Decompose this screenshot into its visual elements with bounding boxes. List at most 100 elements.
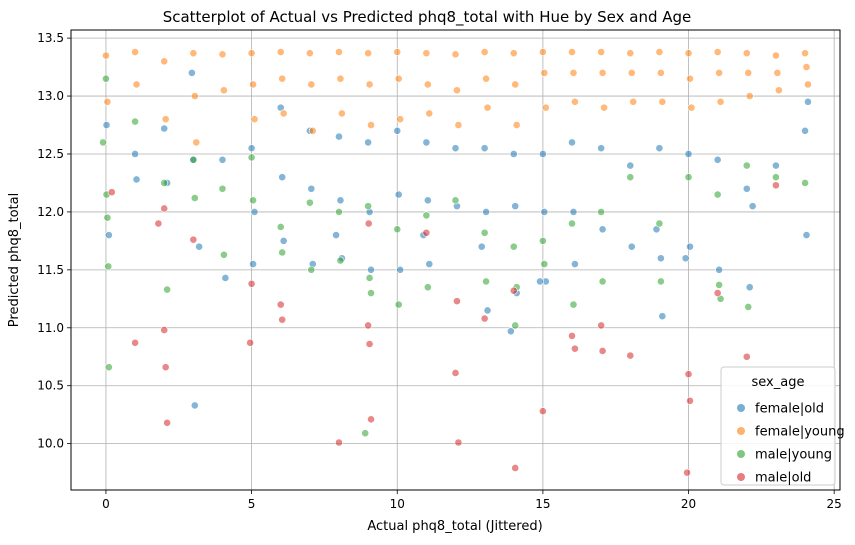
data-point	[627, 242, 636, 251]
data-point	[451, 196, 460, 205]
data-point	[249, 260, 257, 268]
data-point	[626, 173, 635, 182]
data-point	[568, 331, 576, 340]
legend-label: female|young	[755, 425, 845, 440]
data-point	[279, 236, 288, 245]
data-point	[250, 115, 259, 124]
data-point	[364, 202, 373, 211]
data-point	[131, 150, 139, 158]
data-point	[308, 126, 317, 135]
data-point	[190, 194, 199, 202]
x-tick-label: 0	[102, 497, 110, 511]
data-point	[656, 254, 665, 263]
data-point	[482, 277, 490, 286]
data-point	[99, 138, 107, 147]
data-point	[246, 338, 255, 347]
y-tick-label: 11.0	[37, 321, 64, 335]
data-point	[307, 184, 316, 193]
data-point	[160, 57, 169, 66]
data-point	[307, 265, 316, 274]
points-layer	[99, 48, 812, 477]
x-tick-label: 15	[535, 497, 550, 511]
data-point	[742, 184, 751, 193]
x-tick-label: 20	[681, 497, 696, 511]
data-point	[393, 225, 402, 234]
data-point	[483, 103, 492, 112]
data-point	[626, 49, 635, 58]
data-point	[103, 213, 112, 222]
data-point	[189, 49, 198, 58]
data-point	[480, 314, 489, 323]
data-point	[772, 51, 780, 60]
data-point	[276, 223, 285, 231]
data-point	[598, 277, 607, 286]
data-point	[483, 306, 492, 315]
data-point	[160, 124, 169, 133]
data-point	[422, 211, 431, 220]
data-point	[131, 48, 139, 56]
data-point	[192, 138, 201, 147]
y-tick-label: 13.5	[37, 31, 64, 45]
data-point	[772, 173, 780, 182]
data-point	[247, 144, 256, 153]
data-point	[598, 347, 607, 355]
data-point	[305, 198, 314, 207]
data-point	[509, 150, 518, 158]
data-point	[509, 49, 518, 58]
data-point	[509, 242, 518, 251]
data-point	[687, 103, 696, 112]
data-point	[364, 219, 373, 228]
data-point	[538, 236, 547, 245]
legend-marker	[737, 404, 745, 412]
data-point	[278, 248, 287, 257]
legend-title: sex_age	[752, 375, 805, 390]
data-point	[278, 315, 287, 324]
data-point	[453, 86, 461, 95]
x-axis-label: Actual phq8_total (Jittered)	[367, 519, 542, 534]
data-point	[423, 80, 432, 89]
data-point	[104, 262, 113, 271]
data-point	[394, 300, 403, 309]
data-point	[454, 438, 463, 447]
data-point	[163, 418, 172, 427]
data-point	[626, 161, 635, 170]
data-point	[160, 204, 169, 213]
series-female-old	[102, 68, 812, 410]
data-point	[451, 369, 460, 377]
data-point	[307, 80, 316, 89]
data-point	[742, 49, 751, 58]
x-tick-label: 25	[827, 497, 842, 511]
data-point	[364, 321, 373, 330]
data-point	[629, 97, 638, 106]
data-point	[681, 254, 690, 263]
data-point	[276, 300, 285, 309]
data-point	[367, 289, 375, 297]
data-point	[684, 150, 693, 158]
data-point	[218, 155, 227, 164]
data-point	[335, 208, 343, 216]
data-point	[569, 300, 578, 309]
data-point	[713, 190, 722, 199]
data-point	[102, 51, 110, 60]
data-point	[336, 196, 345, 205]
data-point	[131, 338, 139, 347]
data-point	[511, 202, 520, 211]
data-point	[744, 303, 753, 311]
grid-layer	[71, 30, 840, 490]
data-point	[453, 297, 461, 306]
data-point	[276, 48, 285, 56]
series-female-young	[102, 48, 812, 147]
plot-frame	[70, 29, 841, 491]
data-point	[686, 242, 694, 251]
data-point	[511, 464, 520, 472]
data-point	[454, 121, 463, 129]
data-point	[365, 274, 374, 282]
data-point	[103, 97, 112, 106]
data-point	[744, 68, 753, 77]
data-point	[102, 121, 111, 129]
data-point	[713, 48, 722, 56]
data-point	[336, 256, 345, 265]
data-point	[742, 161, 751, 170]
data-point	[187, 68, 196, 77]
